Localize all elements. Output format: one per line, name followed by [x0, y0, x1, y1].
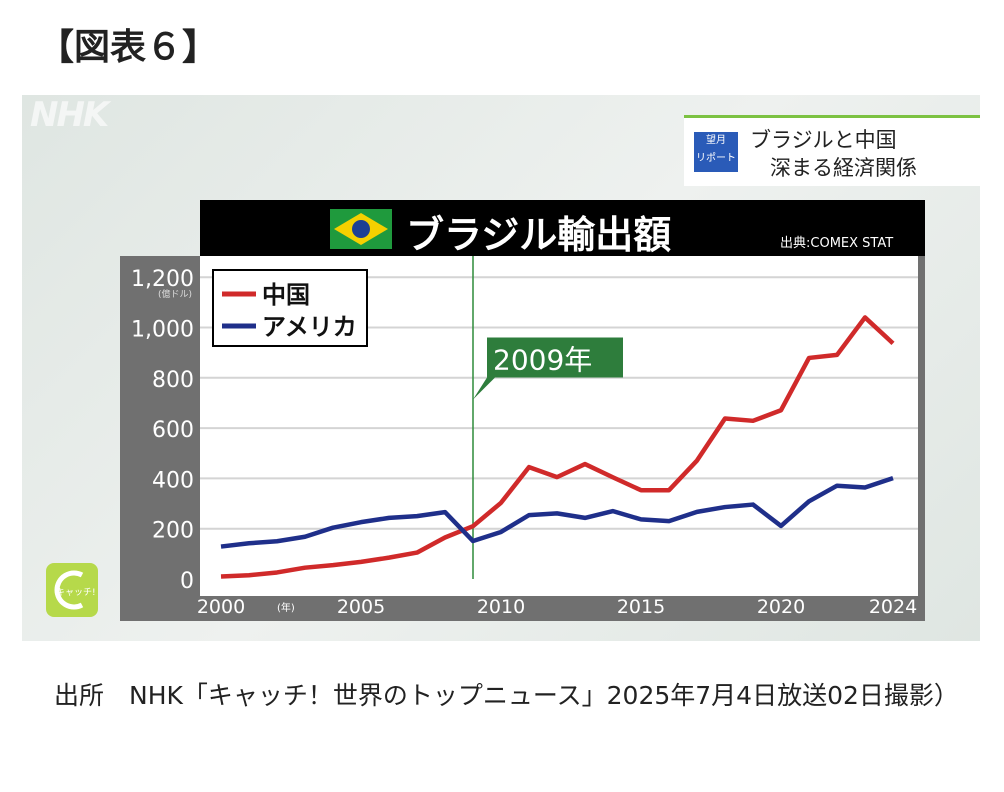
annotation-label: 2009年	[493, 344, 592, 377]
figure-caption: 出所 NHK「キャッチ！世界のトップニュース」2025年7月4日放送02日撮影）	[54, 681, 959, 710]
x-tick-label: 2010	[477, 596, 525, 618]
line-chart: 0 200 400 600 800 1,000 1,200(億ドル) 2000 2005 2010…	[131, 256, 918, 618]
x-tick-label: 2000	[197, 596, 245, 618]
y-tick-label: 1,200	[131, 267, 194, 292]
catch-program-logo: キャッチ!	[46, 563, 98, 617]
report-title-line1: ブラジルと中国	[750, 128, 897, 152]
legend-label: アメリカ	[262, 313, 357, 341]
chart-source: 出典:COMEX STAT	[780, 236, 894, 251]
y-tick-label: 0	[180, 569, 194, 594]
x-tick-label: 2020	[757, 596, 805, 618]
y-tick-label: 800	[152, 368, 194, 393]
annotation-callout	[473, 337, 623, 400]
chart-header: ブラジル輸出額 出典:COMEX STAT	[200, 200, 925, 257]
y-tick-label: 400	[152, 468, 194, 493]
chart-panel: 0 200 400 600 800 1,000 1,200 (億ドル) 2000 2005 2010…	[120, 256, 925, 621]
y-axis-unit: (億ドル)	[158, 288, 192, 300]
report-title-line2: 深まる経済関係	[770, 156, 917, 180]
legend-label: 中国	[262, 281, 310, 309]
y-tick-label: 600	[152, 418, 194, 443]
x-tick-label: 2024	[869, 596, 917, 618]
x-tick-label: 2015	[617, 596, 665, 618]
brazil-flag-icon	[330, 209, 392, 249]
nhk-logo: NHK	[30, 95, 109, 135]
figure-label: 【図表６】	[38, 27, 219, 68]
y-tick-label: 200	[152, 519, 194, 544]
y-tick-label: 1,000	[131, 318, 194, 343]
legend-box	[212, 269, 368, 347]
report-badge: 望月 リポート	[694, 132, 738, 172]
broadcast-frame: NHK 望月 リポート ブラジルと中国 深まる経済関係 ブラジル輸出額 出典:C…	[22, 95, 980, 641]
catch-logo-text: キャッチ!	[56, 588, 96, 598]
x-axis-unit: (年)	[277, 601, 295, 614]
report-banner: 望月 リポート ブラジルと中国 深まる経済関係	[684, 115, 980, 186]
x-tick-label: 2005	[337, 596, 385, 618]
chart-title: ブラジル輸出額	[406, 213, 672, 257]
